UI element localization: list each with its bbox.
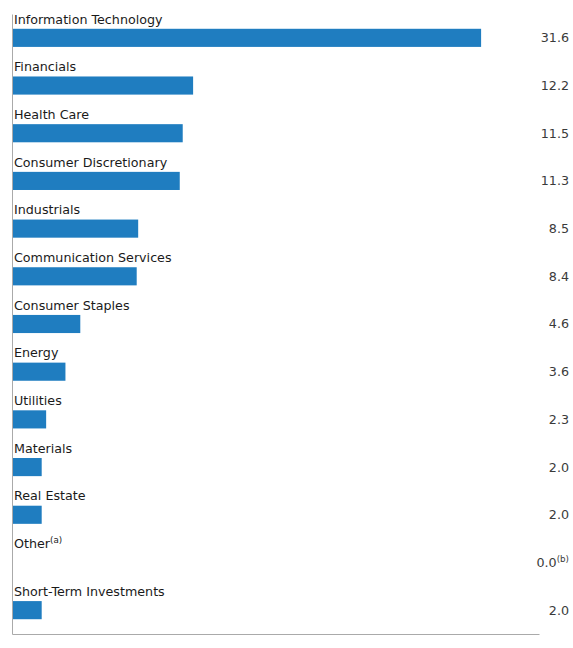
bar	[12, 76, 193, 94]
bar	[12, 601, 42, 619]
value-label: 8.4	[549, 269, 569, 284]
axis-line	[12, 15, 13, 635]
bar	[12, 458, 42, 476]
bar	[12, 363, 65, 381]
superscript: (a)	[50, 535, 62, 545]
value-label: 8.5	[549, 221, 569, 236]
value-label: 12.2	[541, 78, 569, 93]
category-label: Health Care	[14, 107, 89, 122]
value-label: 2.0	[549, 507, 569, 522]
value-label: 3.6	[549, 364, 569, 379]
value-label: 2.3	[549, 412, 569, 427]
chart-svg: Short-Term Investments Other(a) Real Estat…	[0, 0, 573, 648]
value-label: 31.6	[541, 30, 569, 45]
category-label: Communication Services	[14, 250, 172, 265]
value-label: 11.5	[541, 126, 569, 141]
value-label: 11.3	[541, 173, 569, 188]
bar	[12, 172, 180, 190]
y-axis	[12, 15, 13, 635]
category-labels: Short-Term Investments Other(a) Real Estat…	[14, 12, 172, 599]
bar	[12, 29, 481, 47]
value-label: 4.6	[549, 316, 569, 331]
category-label: Energy	[14, 345, 59, 360]
bar	[12, 410, 46, 428]
value-label: 2.0	[549, 460, 569, 475]
category-label: Materials	[14, 441, 72, 456]
axis-line	[13, 634, 540, 635]
text-base: Other	[14, 536, 51, 551]
bar	[12, 124, 183, 142]
category-label: Consumer Staples	[14, 298, 130, 313]
category-label: Utilities	[14, 393, 62, 408]
superscript: (b)	[557, 554, 569, 564]
bar	[12, 506, 42, 524]
category-label: Other(a)	[14, 535, 62, 551]
bar	[12, 267, 137, 285]
chart-container: Short-Term Investments Other(a) Real Estat…	[0, 0, 573, 648]
text-base: 0.0	[537, 555, 557, 570]
category-label: Industrials	[14, 202, 80, 217]
value-label: 0.0(b)	[537, 554, 569, 570]
plot: Short-Term Investments Other(a) Real Estat…	[12, 12, 569, 635]
category-label: Real Estate	[14, 488, 86, 503]
bars	[12, 29, 481, 619]
category-label: Short-Term Investments	[14, 584, 165, 599]
bar	[12, 220, 138, 238]
category-label: Consumer Discretionary	[14, 155, 168, 170]
value-label: 2.0	[549, 603, 569, 618]
value-labels: 2.0 0.0(b) 2.0 2.0 2.3 3.6 4.6 8.4 8.5 11.3 11.5 12…	[537, 30, 569, 617]
bar	[12, 315, 80, 333]
category-label: Information Technology	[14, 12, 163, 27]
x-axis	[13, 634, 540, 635]
category-label: Financials	[14, 59, 76, 74]
